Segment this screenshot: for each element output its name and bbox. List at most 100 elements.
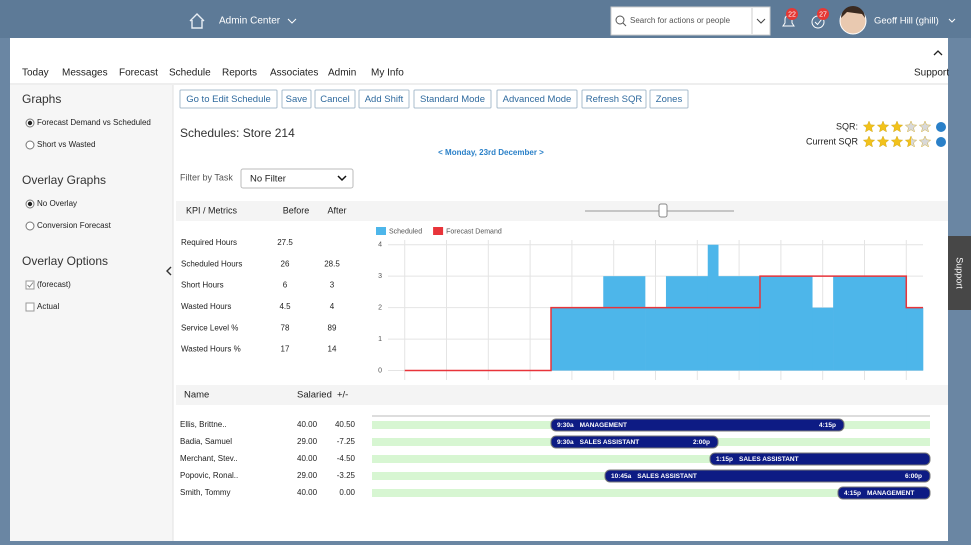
nav-item[interactable]: Messages xyxy=(62,68,108,79)
toolbar-button-label: Refresh SQR xyxy=(586,94,643,105)
sidebar-option[interactable]: Short vs Wasted xyxy=(37,140,95,149)
shift-role: MANAGEMENT xyxy=(580,422,627,429)
schedule-header: Name xyxy=(184,390,209,401)
employee-name[interactable]: Merchant, Stev.. xyxy=(180,454,238,463)
current-sqr-label: Current SQR xyxy=(806,136,859,146)
radio-button[interactable] xyxy=(26,141,34,149)
schedule-header: Salaried xyxy=(297,390,332,401)
scheduled-bar xyxy=(833,276,906,370)
employee-salaried: 40.00 xyxy=(297,488,318,497)
support-tab-label: Support xyxy=(955,257,965,289)
shift-role: MANAGEMENT xyxy=(867,490,914,497)
kpi-value: 14 xyxy=(328,345,337,354)
sidebar-option[interactable]: Forecast Demand vs Scheduled xyxy=(37,118,151,127)
filter-label: Filter by Task xyxy=(180,172,233,182)
toolbar-button-label: Advanced Mode xyxy=(503,94,572,105)
sidebar-option[interactable]: Actual xyxy=(37,302,59,311)
scheduled-bar xyxy=(666,276,708,370)
sidebar xyxy=(10,85,173,541)
kpi-value: 4.5 xyxy=(279,302,291,311)
scheduled-bar xyxy=(603,276,645,370)
y-tick-label: 2 xyxy=(378,304,382,311)
employee-salaried: 40.00 xyxy=(297,454,318,463)
sidebar-heading: Graphs xyxy=(22,92,61,106)
kpi-value: 4 xyxy=(330,302,335,311)
kpi-metric: Short Hours xyxy=(181,281,224,290)
employee-salaried: 29.00 xyxy=(297,437,318,446)
y-tick-label: 0 xyxy=(378,367,382,374)
filter-value: No Filter xyxy=(250,174,286,185)
kpi-value: 6 xyxy=(283,281,288,290)
checkbox[interactable] xyxy=(26,303,34,311)
toolbar-button-label: Save xyxy=(286,94,308,105)
shift-start: 10:45a xyxy=(611,473,632,480)
toolbar-button-label: Zones xyxy=(656,94,683,105)
nav-item[interactable]: Reports xyxy=(222,68,257,79)
scheduled-bar xyxy=(812,308,833,371)
employee-name[interactable]: Popovic, Ronal.. xyxy=(180,471,238,480)
kpi-value: 28.5 xyxy=(324,259,340,268)
toolbar-button-label: Go to Edit Schedule xyxy=(186,94,271,105)
scheduled-bar xyxy=(718,276,760,370)
nav-item[interactable]: My Info xyxy=(371,68,404,79)
kpi-header: After xyxy=(327,205,346,215)
kpi-header: KPI / Metrics xyxy=(186,205,238,215)
employee-name[interactable]: Badia, Samuel xyxy=(180,437,232,446)
sidebar-option[interactable]: Conversion Forecast xyxy=(37,221,112,230)
search-placeholder: Search for actions or people xyxy=(630,16,731,25)
zoom-slider-knob[interactable] xyxy=(659,204,667,217)
nav-item[interactable]: Admin xyxy=(328,68,356,79)
sidebar-option[interactable]: No Overlay xyxy=(37,199,77,208)
kpi-metric: Scheduled Hours xyxy=(181,259,242,268)
kpi-value: 89 xyxy=(328,323,337,332)
nav-item[interactable]: Forecast xyxy=(119,68,158,79)
scheduled-bar xyxy=(906,308,923,371)
y-tick-label: 4 xyxy=(378,242,382,249)
legend-swatch xyxy=(376,227,386,235)
kpi-value: 3 xyxy=(330,281,335,290)
scheduled-bar xyxy=(760,276,813,370)
radio-dot xyxy=(28,202,32,206)
info-icon[interactable] xyxy=(936,137,946,147)
sidebar-heading: Overlay Graphs xyxy=(22,173,106,187)
sqr-label: SQR: xyxy=(836,121,858,131)
employee-delta: 40.50 xyxy=(335,420,356,429)
sidebar-option[interactable]: (forecast) xyxy=(37,280,71,289)
nav-item[interactable]: Schedule xyxy=(169,68,211,79)
toolbar-button-label: Add Shift xyxy=(365,94,404,105)
app-name[interactable]: Admin Center xyxy=(219,16,281,27)
shift-end: 2:00p xyxy=(693,439,710,446)
shift-start: 9:30a xyxy=(557,439,574,446)
nav-item[interactable]: Associates xyxy=(270,68,318,79)
legend-label: Forecast Demand xyxy=(446,228,502,235)
employee-delta: -7.25 xyxy=(337,437,356,446)
employee-name[interactable]: Ellis, Brittne.. xyxy=(180,420,227,429)
scheduled-bar xyxy=(551,308,604,371)
employee-salaried: 29.00 xyxy=(297,471,318,480)
legend-label: Scheduled xyxy=(389,228,422,235)
kpi-metric: Wasted Hours % xyxy=(181,345,241,354)
employee-salaried: 40.00 xyxy=(297,420,318,429)
toolbar-button-label: Standard Mode xyxy=(420,94,485,105)
kpi-value: 26 xyxy=(281,259,290,268)
checkbox[interactable] xyxy=(26,281,34,289)
y-tick-label: 3 xyxy=(378,273,382,280)
notification-count: 22 xyxy=(788,11,796,18)
page-title: Schedules: Store 214 xyxy=(180,126,295,140)
nav-item[interactable]: Today xyxy=(22,68,49,79)
shift-end: 6:00p xyxy=(905,473,922,480)
info-icon[interactable] xyxy=(936,122,946,132)
nav-support[interactable]: Support xyxy=(914,68,949,79)
date-navigator[interactable]: < Monday, 23rd December > xyxy=(438,148,544,157)
sidebar-heading: Overlay Options xyxy=(22,254,108,268)
radio-button[interactable] xyxy=(26,222,34,230)
employee-delta: 0.00 xyxy=(339,488,355,497)
user-name[interactable]: Geoff Hill (ghill) xyxy=(874,16,939,27)
employee-name[interactable]: Smith, Tommy xyxy=(180,488,231,497)
legend-swatch xyxy=(433,227,443,235)
y-tick-label: 1 xyxy=(378,336,382,343)
shift-start: 9:30a xyxy=(557,422,574,429)
kpi-value: 17 xyxy=(281,345,290,354)
scheduled-bar xyxy=(645,308,666,371)
